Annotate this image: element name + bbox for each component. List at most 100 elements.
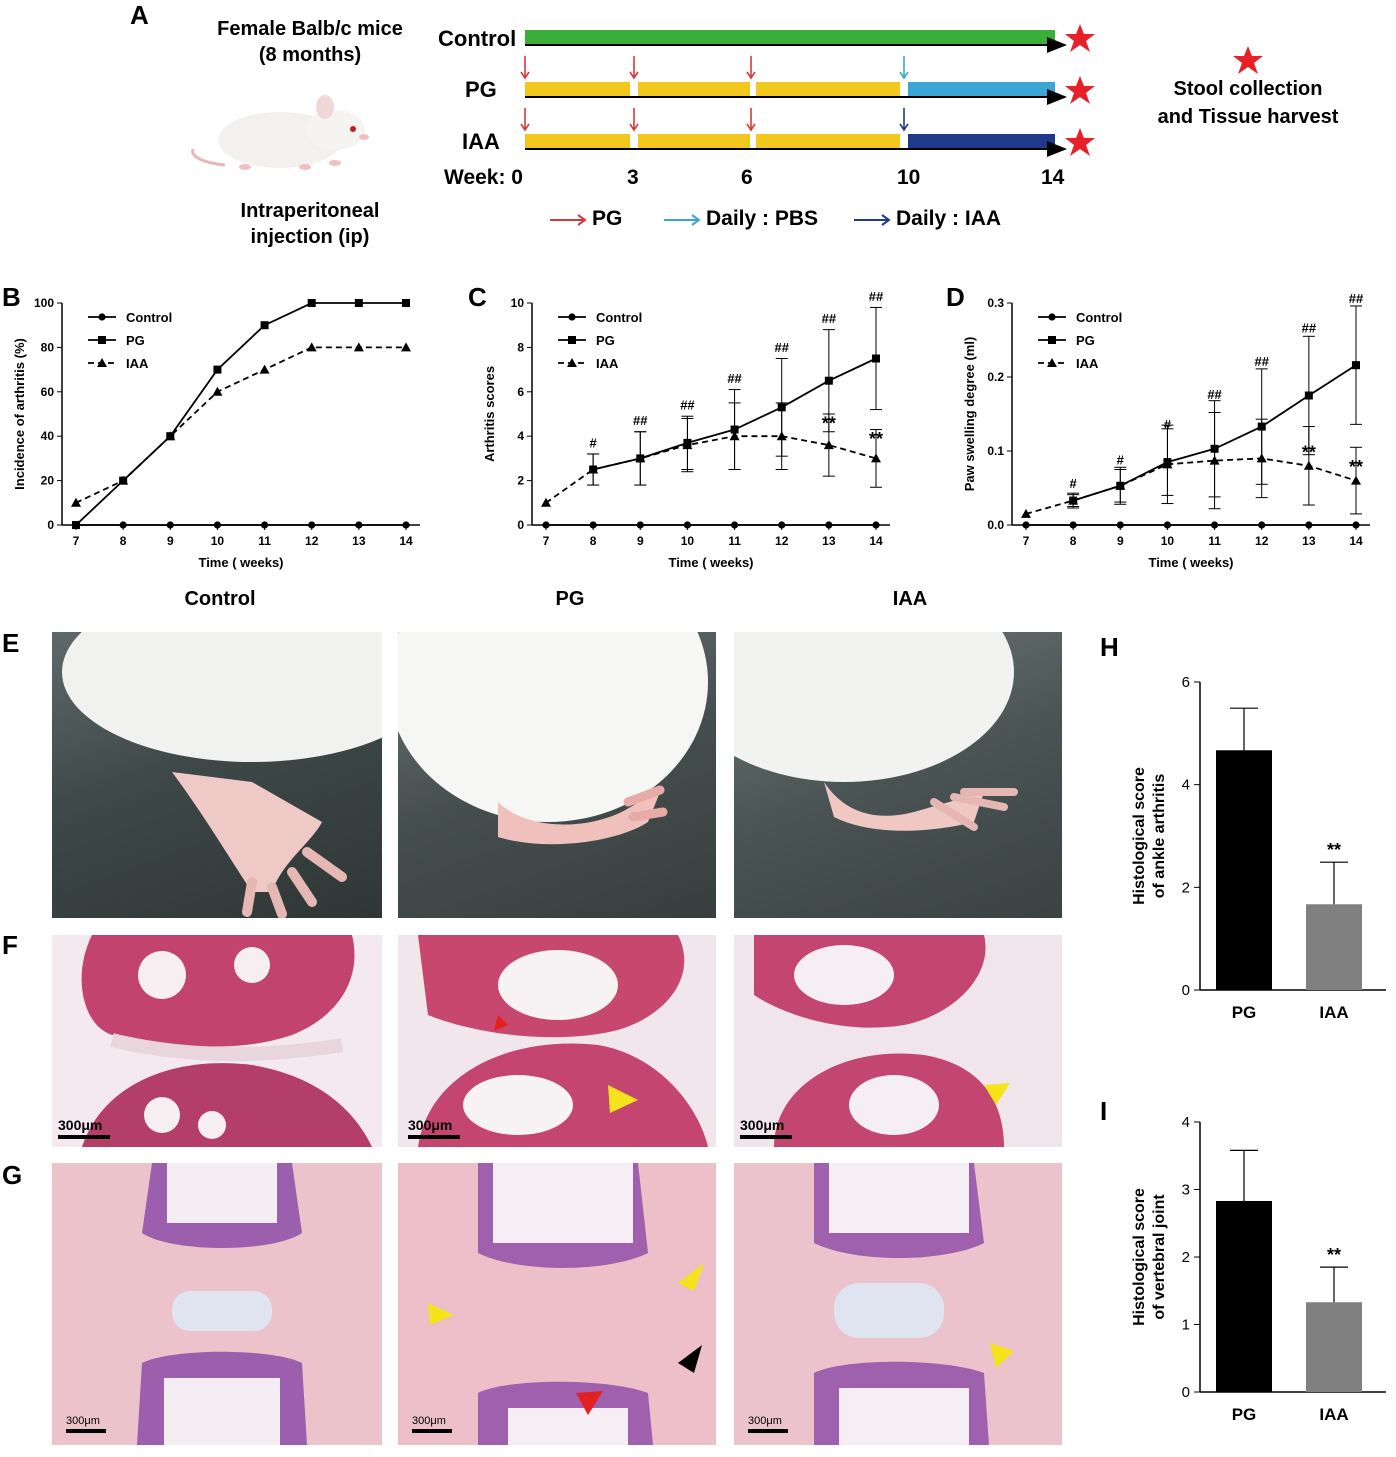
mice-title-line1: Female Balb/c mice <box>217 18 403 40</box>
scale-bar <box>748 1429 788 1433</box>
series-line-iaa <box>1025 457 1357 515</box>
panel-label-i: I <box>1100 1096 1108 1126</box>
data-point-iaa <box>823 440 834 450</box>
data-point-iaa <box>1021 508 1031 518</box>
scale-bar <box>408 1135 460 1139</box>
data-point-iaa <box>1351 475 1361 485</box>
data-point-pg <box>260 321 269 330</box>
histology-vertebral-iaa: 300μm <box>734 1163 1062 1445</box>
data-point-control <box>1163 521 1172 529</box>
y-axis-label-line2: of ankle arthritis <box>1151 774 1168 899</box>
data-point-pg <box>824 376 833 385</box>
x-tick-label-iaa: IAA <box>1319 1003 1348 1022</box>
scale-bar-label: 300μm <box>58 1117 103 1133</box>
iaa-bar <box>908 134 1055 148</box>
significance-mark: ** <box>1327 840 1341 860</box>
y-tick-label: 4 <box>517 429 524 443</box>
scale-bar <box>740 1135 792 1139</box>
scale-bar-label: 300μm <box>408 1117 453 1133</box>
x-tick-label: 9 <box>1117 534 1124 548</box>
data-point-pg <box>1304 391 1313 400</box>
scale-bar-label: 300μm <box>66 1415 100 1427</box>
y-tick-label: 80 <box>41 340 55 354</box>
significance-mark: # <box>1117 452 1125 467</box>
data-point-iaa <box>1256 453 1267 463</box>
scale-bar <box>58 1135 110 1139</box>
y-tick-label: 6 <box>517 385 524 399</box>
group-title-iaa: IAA <box>892 588 928 610</box>
y-axis-label-line1: Histological score <box>1131 767 1148 905</box>
panel-label-b: B <box>2 282 21 312</box>
series-line-iaa <box>545 435 877 504</box>
data-point-iaa <box>635 453 646 463</box>
histology-vertebral-control: 300μm <box>52 1163 382 1445</box>
y-tick-label: 0.3 <box>987 296 1004 310</box>
timeline-row-control: Control <box>438 26 517 51</box>
y-tick-label: 6 <box>1182 674 1190 691</box>
x-tick-label: 11 <box>258 534 271 548</box>
chart-b-incidence: 0 20 40 60 80 100 7 8 9 10 11 12 13 14 Time ( weeks) In… <box>12 296 420 570</box>
data-point-control <box>1305 521 1313 529</box>
star-note-line2: and Tissue harvest <box>1157 106 1339 128</box>
chart-c-arthritis-scores: 0 2 4 6 8 10 7 8 9 10 11 12 13 14 Time ( weeks) Arthrit… <box>482 289 890 570</box>
photo-paw-iaa <box>734 632 1062 918</box>
x-tick-label: 9 <box>167 534 174 548</box>
data-point-iaa <box>1209 455 1220 465</box>
chart-d-paw-swelling: 0.0 0.1 0.2 0.3 7 8 9 10 11 12 13 14 Time ( weeks) Pa… <box>962 291 1370 570</box>
data-point-iaa <box>871 453 881 463</box>
pg-injection-arrows <box>520 56 756 132</box>
significance-mark: ** <box>1327 1245 1341 1265</box>
significance-mark: # <box>590 435 598 450</box>
data-point-iaa <box>729 431 740 441</box>
timeline-diagram <box>520 30 1067 157</box>
y-axis-label-line2: of vertebral joint <box>1151 1194 1168 1320</box>
panel-label-g: G <box>2 1160 23 1190</box>
data-point-iaa <box>353 342 364 352</box>
data-point-pg <box>307 299 316 307</box>
panel-label-e: E <box>2 628 20 658</box>
legend-label-pg: PG <box>596 333 615 348</box>
legend-marker <box>567 358 577 367</box>
data-point-iaa <box>165 431 176 441</box>
legend-label-iaa: IAA <box>1076 356 1099 371</box>
week-10: 10 <box>897 166 921 189</box>
legend-marker <box>1048 336 1056 344</box>
data-point-iaa <box>118 475 129 485</box>
data-point-pg <box>354 299 363 307</box>
timeline-row-iaa: IAA <box>462 129 500 154</box>
y-tick-label: 8 <box>517 340 524 354</box>
significance-mark: ## <box>633 413 648 428</box>
y-tick-label: 0 <box>1182 1384 1190 1401</box>
scale-bar-label: 300μm <box>740 1117 785 1133</box>
y-tick-label: 4 <box>1182 1114 1190 1131</box>
data-point-iaa <box>588 464 599 474</box>
data-point-iaa <box>212 386 223 396</box>
x-tick-label: 14 <box>1349 534 1363 548</box>
y-tick-label: 2 <box>1182 1249 1190 1266</box>
y-tick-label: 0.2 <box>987 370 1004 384</box>
y-axis-label-line1: Histological score <box>1131 1188 1148 1326</box>
y-tick-label: 0.0 <box>987 518 1004 532</box>
data-point-control <box>1069 521 1077 529</box>
chart-h-ankle-histology: 0 2 4 6 Histological score of ankle arthritis… <box>1131 674 1386 1022</box>
x-tick-label: 13 <box>822 534 836 548</box>
legend-marker <box>568 336 576 344</box>
significance-mark: ** <box>1349 457 1363 477</box>
scale-bar-label: 300μm <box>412 1415 446 1427</box>
week-6: 6 <box>741 166 753 189</box>
data-point-control <box>1352 521 1360 529</box>
panel-label-a: A <box>130 0 149 30</box>
data-point-control <box>308 521 316 529</box>
y-tick-label: 20 <box>41 474 55 488</box>
y-tick-label: 2 <box>517 474 524 488</box>
data-point-control <box>260 521 269 529</box>
harvest-star-icons <box>1065 24 1095 156</box>
significance-mark: ## <box>869 289 884 304</box>
week-label: Week: 0 <box>444 166 523 189</box>
data-point-iaa <box>259 364 270 374</box>
x-tick-label: 14 <box>399 534 413 548</box>
legend-marker <box>568 313 576 321</box>
star-note-line1: Stool collection <box>1173 78 1323 100</box>
panel-label-h: H <box>1100 632 1119 662</box>
significance-mark: ## <box>1254 354 1269 369</box>
